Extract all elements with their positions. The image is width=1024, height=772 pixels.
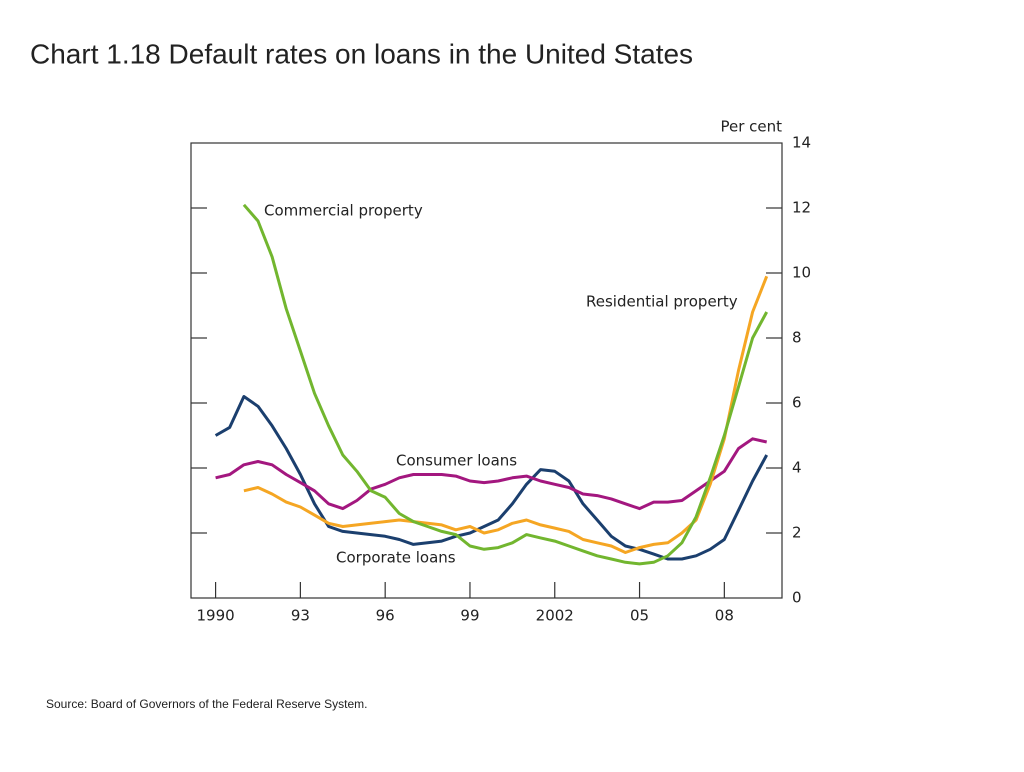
y-tick-label: 8 <box>792 329 802 347</box>
series-line <box>214 395 769 561</box>
y-tick-label: 14 <box>792 134 811 152</box>
y-axis-label: Per cent <box>720 118 782 136</box>
y-tick-label: 0 <box>792 589 802 607</box>
y-tick-label: 10 <box>792 264 811 282</box>
series-label: Commercial property <box>264 202 423 220</box>
x-tick-label: 99 <box>460 607 479 625</box>
y-tick-label: 4 <box>792 459 802 477</box>
plot-frame <box>190 142 783 599</box>
y-tick-label: 6 <box>792 394 802 412</box>
series-label: Corporate loans <box>336 549 456 567</box>
series-line <box>242 203 769 566</box>
x-tick-label: 1990 <box>196 607 234 625</box>
series-label: Residential property <box>586 293 738 311</box>
y-tick-label: 2 <box>792 524 802 542</box>
series-line <box>215 437 768 511</box>
x-tick-label: 93 <box>291 607 310 625</box>
x-tick-label: 05 <box>630 607 649 625</box>
chart-title: Chart 1.18 Default rates on loans in the… <box>30 38 693 69</box>
x-tick-label: 2002 <box>536 607 574 625</box>
series-label: Consumer loans <box>396 452 517 470</box>
x-tick-label: 96 <box>376 607 395 625</box>
y-tick-label: 12 <box>792 199 811 217</box>
x-tick-label: 08 <box>715 607 734 625</box>
series-line <box>243 275 769 554</box>
source: Source: Board of Governors of the Federa… <box>46 697 367 711</box>
